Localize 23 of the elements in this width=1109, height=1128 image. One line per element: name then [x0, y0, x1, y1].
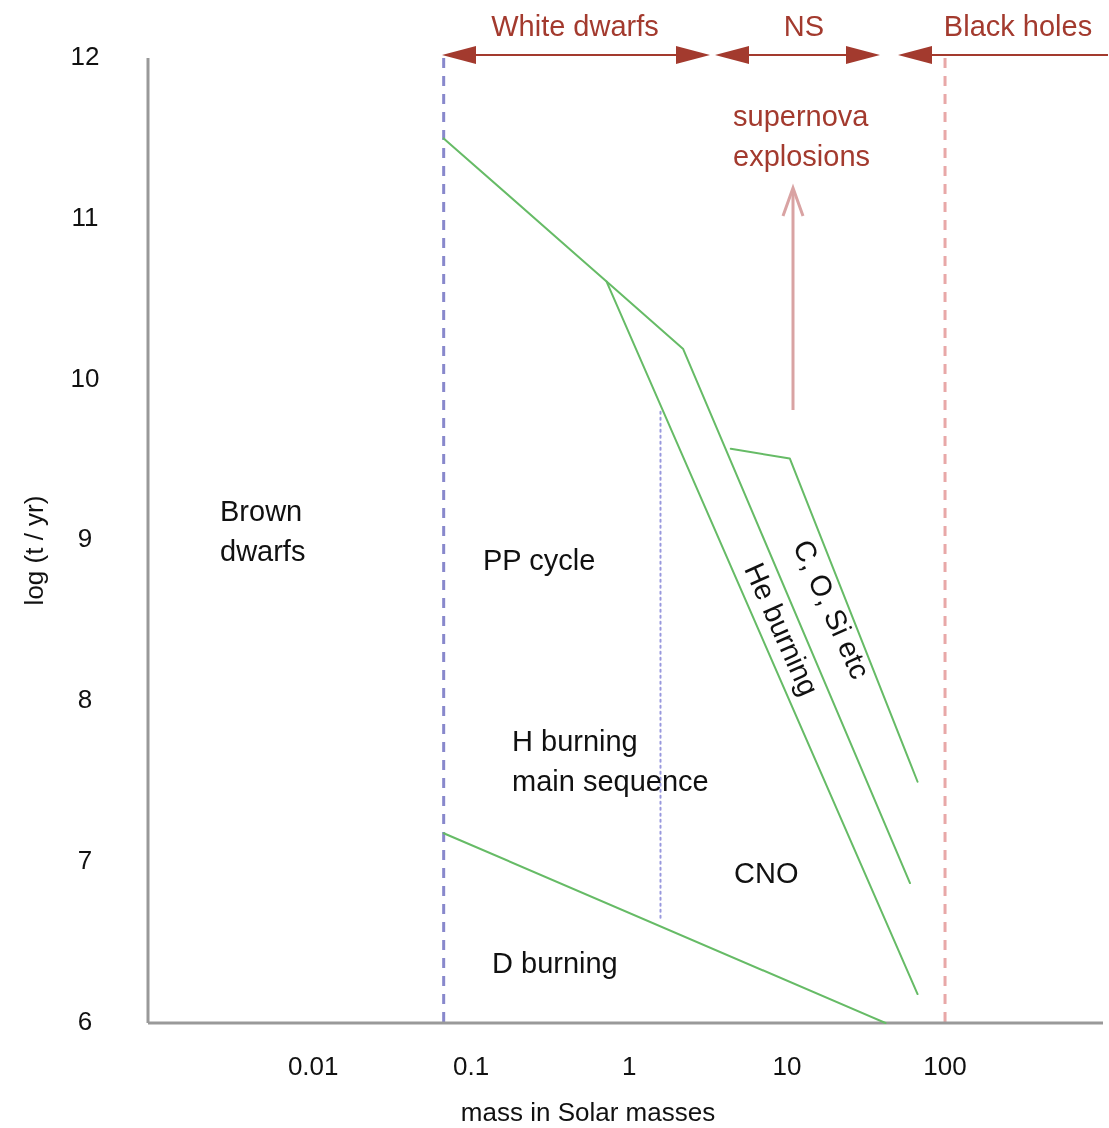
x-tick-label: 0.1	[453, 1050, 490, 1081]
text: White dwarfs	[491, 9, 659, 42]
text: Black holes	[943, 9, 1093, 42]
annotation: Brown dwarfs	[220, 494, 306, 567]
annotation: PP cycle	[483, 543, 596, 576]
x-axis-title: mass in Solar masses	[460, 1097, 716, 1127]
y-tick-label: 11	[71, 201, 99, 232]
annotation: H burning main sequence	[512, 724, 709, 797]
y-axis-title: log (t / yr)	[18, 495, 49, 606]
text: NS	[783, 9, 825, 42]
annotation: CNO	[734, 856, 799, 889]
annotation: supernova explosions	[733, 99, 871, 172]
annotation: D burning	[492, 946, 618, 979]
x-tick-label: 1	[621, 1050, 637, 1081]
x-tick-label: 100	[923, 1050, 967, 1081]
y-tick-label: 8	[77, 684, 93, 715]
y-tick-label: 12	[70, 40, 100, 71]
y-tick-label: 6	[77, 1005, 93, 1036]
y-tick-label: 7	[77, 845, 93, 876]
y-tick-label: 10	[70, 362, 100, 393]
x-tick-label: 10	[772, 1050, 802, 1081]
x-tick-label: 0.01	[287, 1050, 339, 1081]
y-tick-label: 9	[77, 523, 93, 554]
